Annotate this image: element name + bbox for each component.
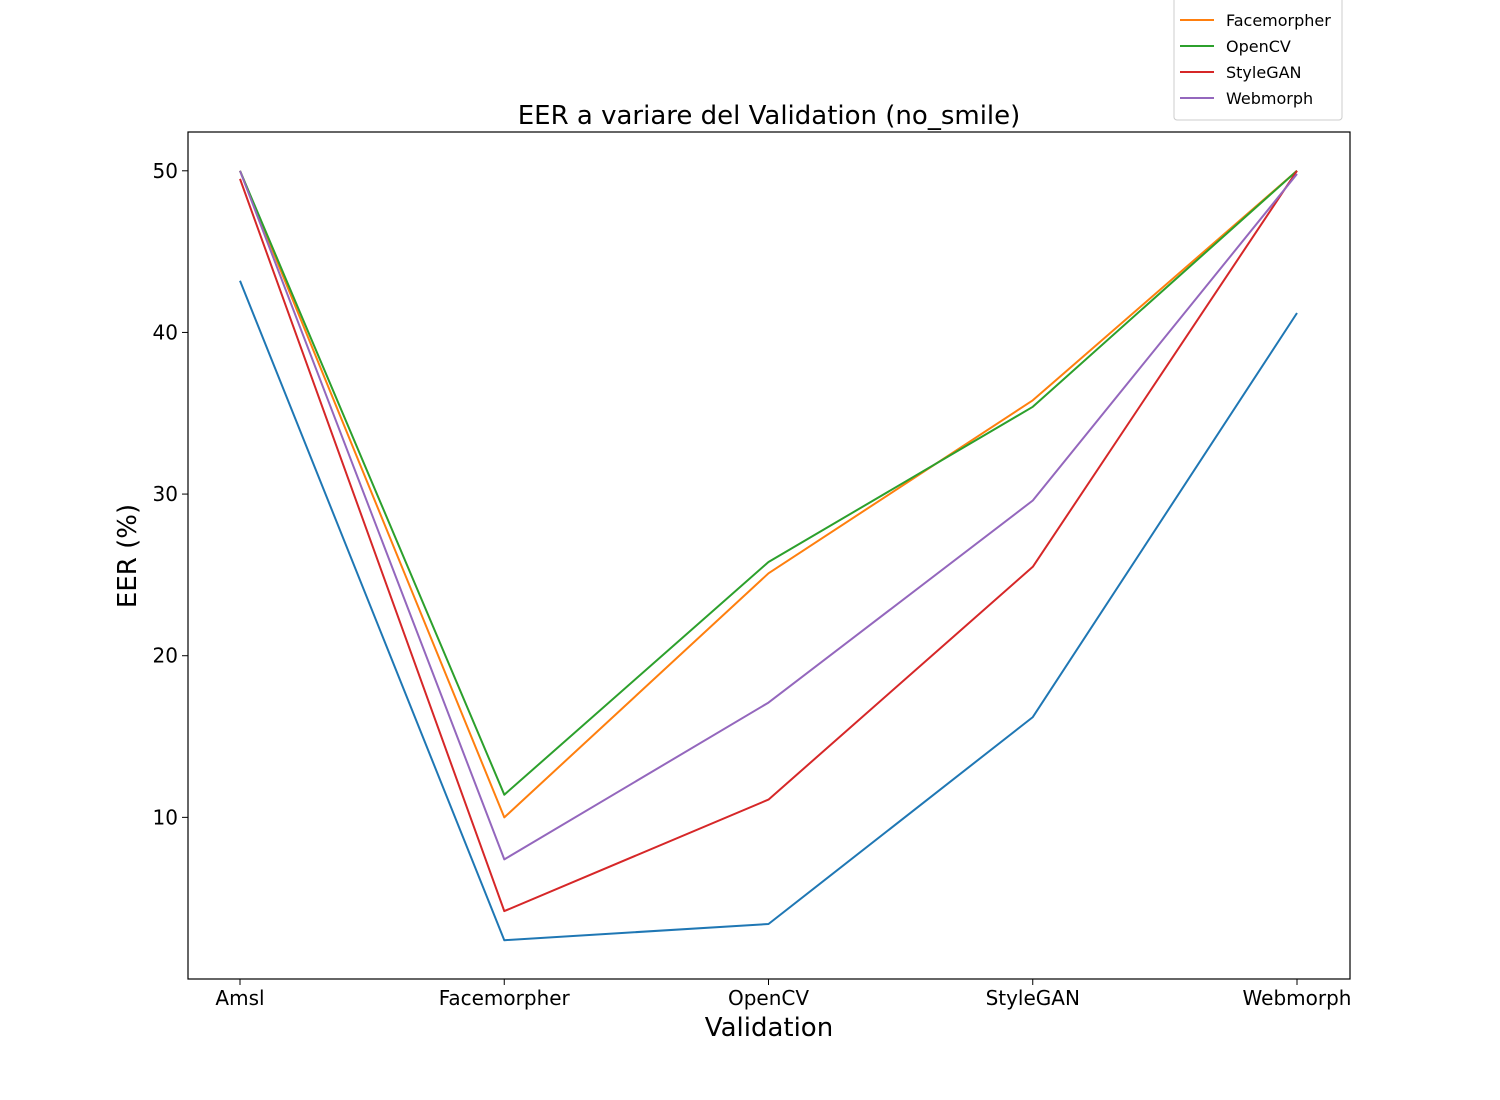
series-line-2 <box>239 170 1298 819</box>
plot-area <box>187 131 1351 980</box>
y-tick-label: 20 <box>153 644 178 668</box>
x-axis-ticks: Amsl Facemorpher OpenCV StyleGAN Webmorph <box>215 979 1351 1010</box>
x-tick-label: Facemorpher <box>439 986 571 1010</box>
x-tick-label: StyleGAN <box>986 986 1080 1010</box>
series-line-4 <box>239 170 1298 913</box>
legend-box <box>1173 0 1343 121</box>
x-axis-label: Validation <box>705 1013 833 1043</box>
legend-entry-label: Facemorpher <box>1226 11 1331 30</box>
series-line-3 <box>239 170 1298 796</box>
y-tick-label: 30 <box>153 482 178 506</box>
y-axis-label: EER (%) <box>113 504 143 608</box>
chart-title: EER a variare del Validation (no_smile) <box>518 101 1021 131</box>
series-line-5 <box>239 170 1298 861</box>
x-tick-label: Webmorph <box>1243 986 1352 1010</box>
series-line-1 <box>239 280 1298 942</box>
axes-frame <box>187 131 1351 980</box>
y-tick-label: 50 <box>153 159 178 183</box>
legend-entry-label: StyleGAN <box>1226 63 1302 82</box>
y-axis-ticks: 10 20 30 40 50 <box>153 159 188 829</box>
legend: Facemorpher OpenCV StyleGAN Webmorph <box>1173 0 1343 121</box>
series-layer <box>239 170 1298 942</box>
x-tick-label: OpenCV <box>728 986 809 1010</box>
y-tick-label: 10 <box>153 805 178 829</box>
x-tick-label: Amsl <box>215 986 264 1010</box>
legend-entry-label: Webmorph <box>1226 89 1313 108</box>
legend-entry-label: OpenCV <box>1226 37 1291 56</box>
y-tick-label: 40 <box>153 320 178 344</box>
